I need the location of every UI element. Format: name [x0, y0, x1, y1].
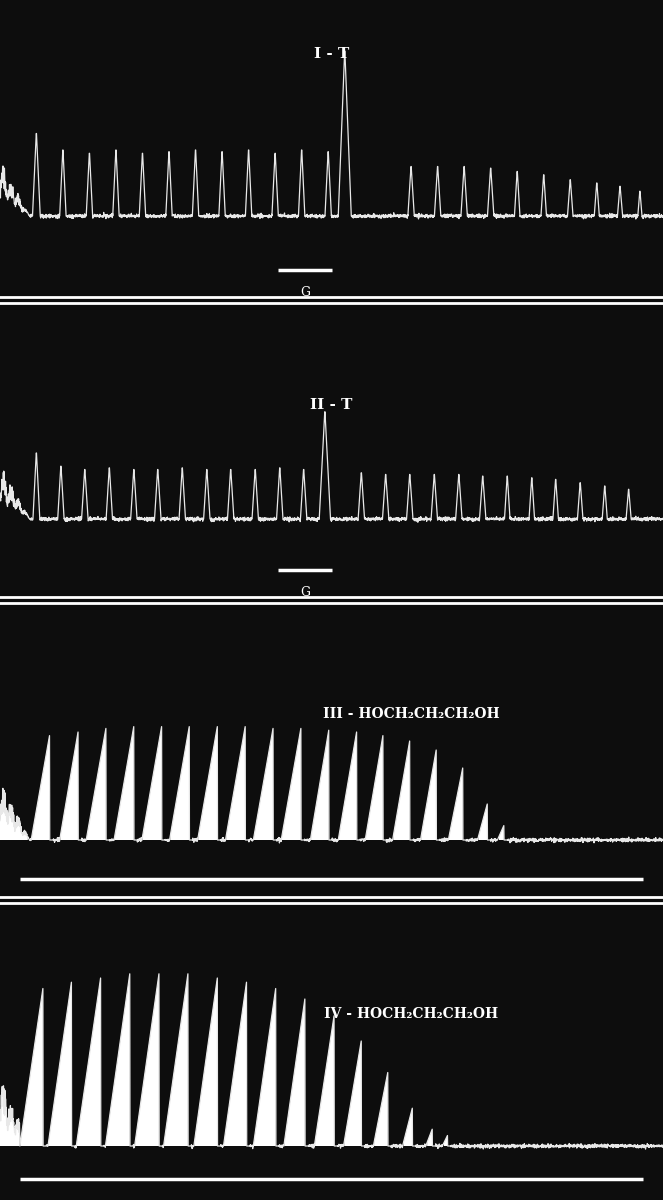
Text: II - T: II - T: [310, 398, 353, 412]
Text: G: G: [300, 287, 310, 300]
Text: III - HOCH₂CH₂CH₂OH: III - HOCH₂CH₂CH₂OH: [323, 707, 499, 721]
Text: G: G: [300, 587, 310, 600]
Text: IV - HOCH₂CH₂CH₂OH: IV - HOCH₂CH₂CH₂OH: [324, 1007, 498, 1021]
Text: I - T: I - T: [314, 47, 349, 61]
